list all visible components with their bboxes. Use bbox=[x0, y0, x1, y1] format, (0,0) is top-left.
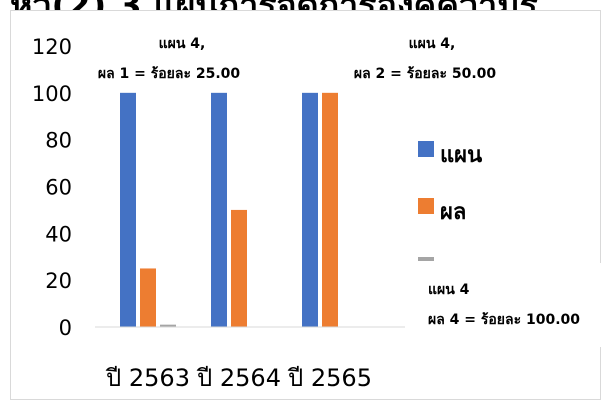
legend-swatch bbox=[418, 257, 434, 261]
bar-ผล-0 bbox=[140, 268, 156, 327]
bar-แผน-2 bbox=[302, 92, 318, 327]
annotation-line1: แผน 4, bbox=[409, 36, 456, 52]
x-category-label: ปี 2563 bbox=[105, 364, 190, 392]
annotation-line2: ผล 2 = ร้อยละ 50.00 bbox=[354, 66, 497, 82]
bar-series3-0 bbox=[160, 324, 176, 327]
y-tick-label: 80 bbox=[45, 129, 72, 153]
x-category-label: ปี 2564 bbox=[196, 364, 281, 392]
legend-label: ผล bbox=[440, 200, 466, 225]
legend-label: แผน bbox=[440, 143, 482, 168]
annotation-box bbox=[412, 263, 608, 347]
bar-แผน-0 bbox=[120, 92, 136, 327]
bar-group bbox=[120, 92, 338, 327]
x-axis-categories: ปี 2563 ปี 2564 ปี 2565 bbox=[105, 364, 372, 392]
bar-แผน-1 bbox=[211, 92, 227, 327]
legend-swatch bbox=[418, 141, 434, 157]
y-tick-label: 0 bbox=[59, 316, 72, 340]
y-axis-ticks: 0 20 40 60 80 100 120 bbox=[32, 35, 72, 340]
y-tick-label: 120 bbox=[32, 35, 72, 59]
bar-ผล-2 bbox=[322, 92, 338, 327]
annotation-line1: แผน 4, bbox=[159, 36, 206, 52]
y-tick-label: 60 bbox=[45, 176, 72, 200]
y-tick-label: 100 bbox=[32, 82, 72, 106]
bar-ผล-1 bbox=[231, 209, 247, 327]
legend-swatch bbox=[418, 198, 434, 214]
y-tick-label: 40 bbox=[45, 222, 72, 246]
annotations: แผน 4, ผล 1 = ร้อยละ 25.00 แผน 4, ผล 2 = ร้… bbox=[98, 36, 497, 82]
annotation-line2: ผล 1 = ร้อยละ 25.00 bbox=[98, 66, 241, 82]
y-tick-label: 20 bbox=[45, 269, 72, 293]
x-category-label: ปี 2565 bbox=[287, 364, 372, 392]
